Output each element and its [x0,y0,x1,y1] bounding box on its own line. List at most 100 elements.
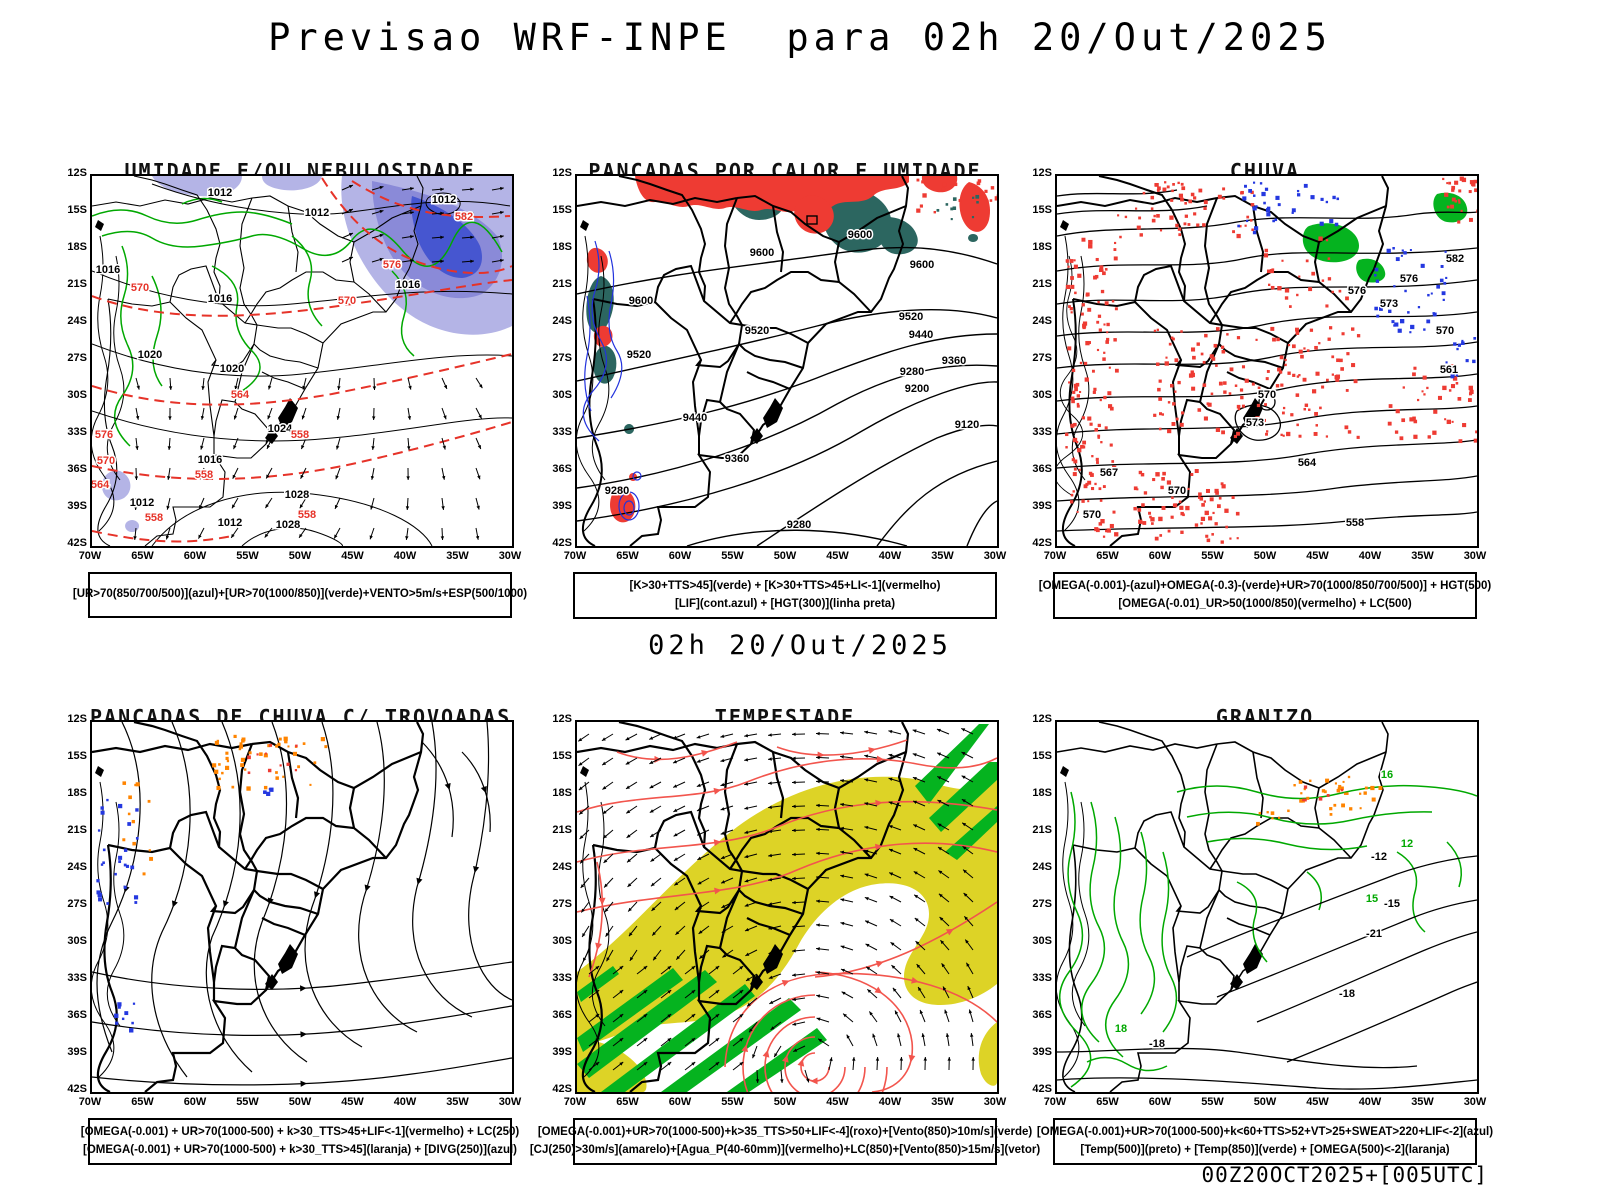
lat-tick-label: 15S [67,204,87,216]
lon-tick-label: 55W [1201,1096,1224,1108]
panel-pancadas-calor: PANCADAS POR CALOR E UMIDADE [545,142,1015,634]
svg-text:576: 576 [1400,273,1418,285]
page-title: Previsao WRF-INPE para 02h 20/Out/2025 [268,16,1332,59]
svg-text:9600: 9600 [910,259,934,271]
lat-tick-label: 39S [67,1046,87,1058]
svg-text:9600: 9600 [750,247,774,259]
lat-tick-label: 12S [552,167,572,179]
svg-text:9440: 9440 [683,412,707,424]
svg-text:9280: 9280 [605,485,629,497]
lat-tick-label: 30S [1032,935,1052,947]
contour-labels: -12 -15 -21 -18 -18 16 12 15 18 [1113,768,1414,1052]
lon-tick-label: 35W [446,1096,469,1108]
lat-tick-label: 12S [67,167,87,179]
lon-tick-label: 45W [1306,1096,1329,1108]
lat-tick-label: 33S [67,426,87,438]
svg-text:561: 561 [1440,364,1458,376]
lat-tick-label: 36S [1032,463,1052,475]
map-trovoadas [90,720,514,1094]
valid-time-subtitle: 02h 20/Out/2025 [648,630,952,661]
lat-tick-label: 15S [552,750,572,762]
lat-tick-label: 36S [67,463,87,475]
lon-tick-label: 30W [498,550,522,562]
legend-line: [UR>70(850/700/500)](azul)+[UR>70(1000/8… [72,588,528,601]
legend-line: [Temp(500)](preto) + [Temp(850)](verde) … [1080,1143,1450,1156]
lat-tick-label: 27S [1032,898,1052,910]
lat-tick-label: 18S [67,787,87,799]
lon-tick-label: 55W [1201,550,1224,562]
map-granizo: -12 -15 -21 -18 -18 16 12 15 18 [1055,720,1479,1094]
wind-vectors [577,727,975,1084]
lat-tick-label: 42S [67,1083,87,1095]
lat-tick-label: 24S [1032,861,1052,873]
lon-tick-label: 65W [1096,550,1119,562]
lat-tick-label: 36S [552,1009,572,1021]
lat-tick-label: 30S [67,935,87,947]
lat-tick-label: 15S [67,750,87,762]
lifted-index-blue-contours [582,240,642,521]
svg-text:570: 570 [338,295,356,307]
lon-tick-label: 45W [341,550,364,562]
lat-tick-label: 12S [1032,167,1052,179]
lon-tick-label: 60W [668,550,692,562]
svg-text:558: 558 [1346,517,1364,529]
panel-trovoadas: PANCADAS DE CHUVA C/ TROVOADAS [60,688,530,1180]
lon-tick-label: 45W [826,1096,849,1108]
lat-tick-label: 33S [552,426,572,438]
svg-text:576: 576 [1348,285,1366,297]
svg-text:570: 570 [131,282,149,294]
lat-tick-label: 27S [552,352,572,364]
lat-tick-label: 42S [552,1083,572,1095]
svg-text:582: 582 [455,211,473,223]
lat-tick-label: 27S [1032,352,1052,364]
lat-tick-label: 30S [552,389,572,401]
legend-box: [OMEGA(-0.001)+UR>70(1000-500)+k>35_TTS>… [530,1118,1040,1166]
lat-tick-label: 24S [552,315,572,327]
legend-line: [OMEGA(-0.001)+UR>70(1000-500)+k>35_TTS>… [537,1126,1033,1138]
lon-tick-label: 30W [1463,1096,1487,1108]
lon-tick-label: 40W [878,1096,902,1108]
legend-line: [CJ(250)>30m/s](amarelo)+[Agua_P(40-60mm… [529,1143,1041,1156]
height-contours-500 [1057,189,1477,532]
svg-text:564: 564 [1298,457,1317,469]
lon-tick-label: 40W [393,550,417,562]
lat-tick-label: 18S [1032,787,1052,799]
lat-tick-label: 33S [67,972,87,984]
legend-line: [LIF](cont.azul) + [HGT(300)](linha pret… [674,597,896,610]
svg-text:9120: 9120 [955,419,979,431]
svg-text:15: 15 [1366,893,1378,905]
svg-text:570: 570 [1436,325,1454,337]
legend-line: [K>30+TTS>45](verde) + [K>30+TTS>45+LI<-… [629,580,941,592]
lat-tick-label: 42S [552,537,572,549]
svg-text:576: 576 [95,429,113,441]
svg-text:1028: 1028 [285,489,309,501]
lat-tick-label: 42S [1032,1083,1052,1095]
lon-tick-label: 65W [616,550,639,562]
wind-arrows [133,184,504,541]
lat-tick-label: 39S [1032,1046,1052,1058]
lon-tick-label: 30W [983,1096,1007,1108]
panel-granizo: GRANIZO [1025,688,1495,1180]
panel-umidade: UMIDADE E/OU NEBULOSIDADE [60,142,530,634]
lat-tick-label: 15S [552,204,572,216]
temp850-green-contours [1058,784,1477,1088]
thickness-contours-red [92,177,512,543]
svg-text:9440: 9440 [909,329,933,341]
svg-text:1024: 1024 [268,423,293,435]
svg-text:1012: 1012 [218,517,242,529]
lon-tick-label: 60W [183,550,207,562]
svg-text:564: 564 [231,389,250,401]
svg-text:18: 18 [1115,1023,1127,1035]
lat-tick-label: 12S [67,713,87,725]
lon-tick-label: 70W [78,550,102,562]
lat-tick-label: 15S [1032,204,1052,216]
lon-tick-label: 70W [1043,550,1067,562]
lon-tick-label: 70W [1043,1096,1067,1108]
lon-tick-label: 40W [393,1096,417,1108]
height-contours-300 [577,215,997,546]
svg-text:558: 558 [195,469,213,481]
lon-tick-label: 50W [288,550,312,562]
svg-text:1028: 1028 [276,519,300,531]
svg-text:1016: 1016 [96,264,120,276]
